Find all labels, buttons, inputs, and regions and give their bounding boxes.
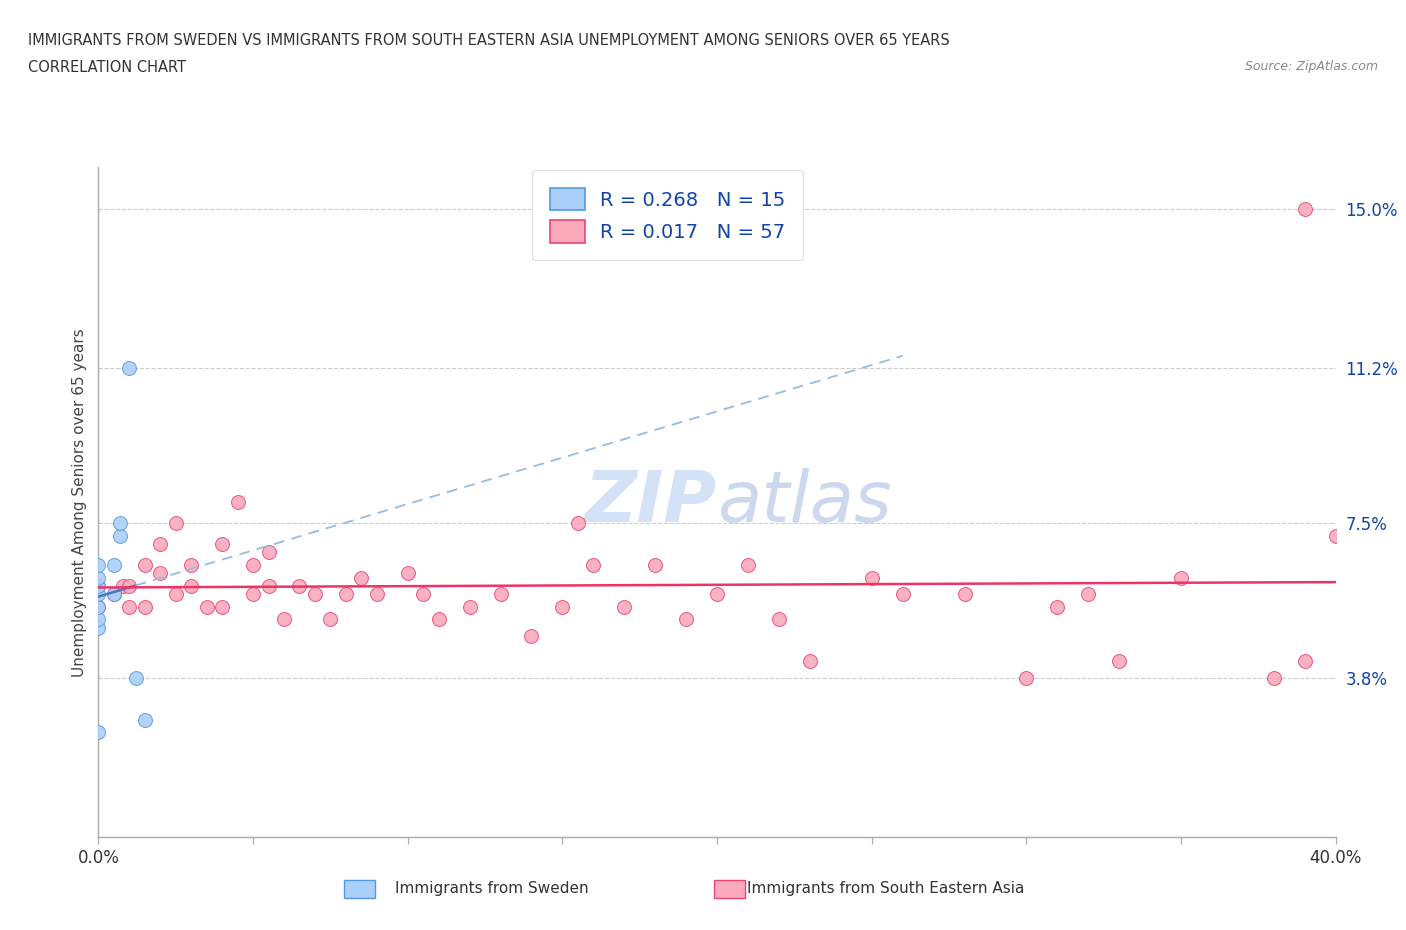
- Point: [1108, 654, 1130, 669]
- Point: [304, 587, 326, 602]
- Point: [87, 570, 110, 585]
- Text: Immigrants from South Eastern Asia: Immigrants from South Eastern Asia: [747, 881, 1025, 896]
- Point: [87, 620, 110, 635]
- Point: [180, 558, 202, 573]
- Point: [87, 578, 110, 593]
- Point: [242, 558, 264, 573]
- Point: [118, 361, 141, 376]
- Point: [149, 537, 172, 551]
- Point: [319, 612, 342, 627]
- Point: [350, 570, 373, 585]
- Point: [458, 600, 481, 615]
- Point: [87, 725, 110, 740]
- Point: [1263, 671, 1285, 685]
- Point: [108, 528, 131, 543]
- Point: [953, 587, 976, 602]
- Point: [799, 654, 821, 669]
- Point: [1046, 600, 1069, 615]
- Point: [273, 612, 295, 627]
- Point: [103, 587, 125, 602]
- Point: [87, 600, 110, 615]
- Point: [242, 587, 264, 602]
- Point: [737, 558, 759, 573]
- Point: [1294, 202, 1316, 217]
- Point: [87, 612, 110, 627]
- Point: [118, 600, 141, 615]
- Point: [108, 516, 131, 531]
- Text: ZIP: ZIP: [585, 468, 717, 537]
- Point: [366, 587, 388, 602]
- Point: [124, 671, 146, 685]
- Point: [520, 629, 543, 644]
- Point: [103, 558, 125, 573]
- Point: [134, 600, 156, 615]
- Point: [675, 612, 697, 627]
- Point: [860, 570, 883, 585]
- Point: [195, 600, 218, 615]
- Point: [180, 578, 202, 593]
- Point: [87, 600, 110, 615]
- Point: [582, 558, 605, 573]
- Bar: [714, 880, 745, 898]
- Point: [768, 612, 790, 627]
- Text: CORRELATION CHART: CORRELATION CHART: [28, 60, 186, 75]
- Point: [118, 578, 141, 593]
- Point: [134, 558, 156, 573]
- Point: [103, 587, 125, 602]
- Text: IMMIGRANTS FROM SWEDEN VS IMMIGRANTS FROM SOUTH EASTERN ASIA UNEMPLOYMENT AMONG : IMMIGRANTS FROM SWEDEN VS IMMIGRANTS FRO…: [28, 33, 950, 47]
- Point: [567, 516, 589, 531]
- Point: [644, 558, 666, 573]
- Point: [427, 612, 450, 627]
- Point: [1077, 587, 1099, 602]
- Legend: R = 0.268   N = 15, R = 0.017   N = 57: R = 0.268 N = 15, R = 0.017 N = 57: [531, 170, 803, 260]
- Point: [226, 495, 249, 510]
- Point: [134, 712, 156, 727]
- Point: [257, 578, 280, 593]
- Point: [149, 565, 172, 580]
- Point: [891, 587, 914, 602]
- Point: [706, 587, 728, 602]
- Point: [412, 587, 434, 602]
- Point: [87, 587, 110, 602]
- Point: [211, 537, 233, 551]
- Y-axis label: Unemployment Among Seniors over 65 years: Unemployment Among Seniors over 65 years: [72, 328, 87, 677]
- Point: [87, 558, 110, 573]
- Point: [489, 587, 512, 602]
- Point: [396, 565, 419, 580]
- Point: [288, 578, 311, 593]
- Point: [257, 545, 280, 560]
- Bar: [344, 880, 375, 898]
- Point: [1324, 528, 1347, 543]
- Point: [112, 578, 135, 593]
- Point: [87, 578, 110, 593]
- Point: [551, 600, 574, 615]
- Point: [1170, 570, 1192, 585]
- Point: [165, 587, 187, 602]
- Point: [1015, 671, 1038, 685]
- Text: Source: ZipAtlas.com: Source: ZipAtlas.com: [1244, 60, 1378, 73]
- Point: [335, 587, 357, 602]
- Point: [165, 516, 187, 531]
- Text: Immigrants from Sweden: Immigrants from Sweden: [395, 881, 589, 896]
- Text: atlas: atlas: [717, 468, 891, 537]
- Point: [1294, 654, 1316, 669]
- Point: [613, 600, 636, 615]
- Point: [211, 600, 233, 615]
